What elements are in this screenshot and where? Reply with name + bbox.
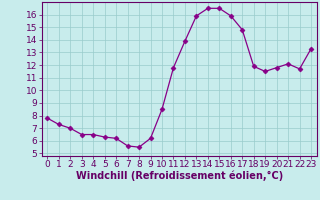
- X-axis label: Windchill (Refroidissement éolien,°C): Windchill (Refroidissement éolien,°C): [76, 171, 283, 181]
